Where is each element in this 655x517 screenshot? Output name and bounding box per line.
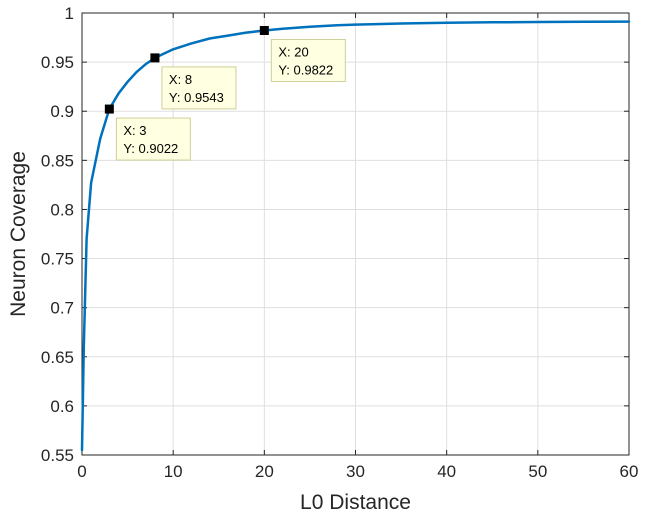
datatip: X: 8 Y: 0.9543 xyxy=(150,53,237,110)
datatip-x-text: X: 3 xyxy=(123,123,146,138)
x-tick-label: 60 xyxy=(620,462,639,481)
datatip-box xyxy=(161,66,237,110)
datatip-box xyxy=(270,38,346,82)
y-tick-label: 0.95 xyxy=(41,53,74,72)
datatip-y-text: Y: 0.9543 xyxy=(169,90,224,105)
axis-ticks: 0 10 20 30 40 50 60 0.55 0.6 0.65 0.7 0.75 0.8 0.85 0.… xyxy=(41,4,639,481)
x-axis-label: L0 Distance xyxy=(300,491,411,514)
x-tick-label: 40 xyxy=(437,462,456,481)
datatip-x-text: X: 20 xyxy=(278,44,308,59)
datatip-marker xyxy=(150,53,160,63)
y-tick-label: 0.65 xyxy=(41,348,74,367)
series-layer xyxy=(80,20,631,452)
datatip: X: 3 Y: 0.9022 xyxy=(104,104,191,161)
y-tick-label: 0.7 xyxy=(50,299,74,318)
y-tick-label: 0.6 xyxy=(50,397,74,416)
datatip-y-text: Y: 0.9822 xyxy=(278,62,333,77)
coverage-series-line xyxy=(80,20,631,452)
datatips-layer: X: 3 Y: 0.9022 X: 8 Y: 0.9543 X: 20 Y: 0.9822 xyxy=(104,25,346,161)
y-tick-label: 0.9 xyxy=(50,102,74,121)
y-tick-label: 0.55 xyxy=(41,446,74,465)
x-tick-label: 20 xyxy=(255,462,274,481)
y-tick-label: 0.8 xyxy=(50,200,74,219)
x-tick-label: 10 xyxy=(164,462,183,481)
y-tick-label: 0.85 xyxy=(41,151,74,170)
datatip-box xyxy=(115,117,191,161)
datatip-y-text: Y: 0.9022 xyxy=(123,141,178,156)
y-axis-label: Neuron Coverage xyxy=(7,151,30,317)
x-tick-label: 50 xyxy=(528,462,547,481)
y-tick-label: 1 xyxy=(65,4,74,23)
datatip: X: 20 Y: 0.9822 xyxy=(259,25,346,82)
y-tick-label: 0.75 xyxy=(41,250,74,269)
datatip-x-text: X: 8 xyxy=(169,72,192,87)
x-tick-label: 0 xyxy=(77,462,86,481)
datatip-marker xyxy=(259,25,269,35)
grid xyxy=(82,13,629,455)
datatip-marker xyxy=(104,104,114,114)
x-tick-label: 30 xyxy=(346,462,365,481)
